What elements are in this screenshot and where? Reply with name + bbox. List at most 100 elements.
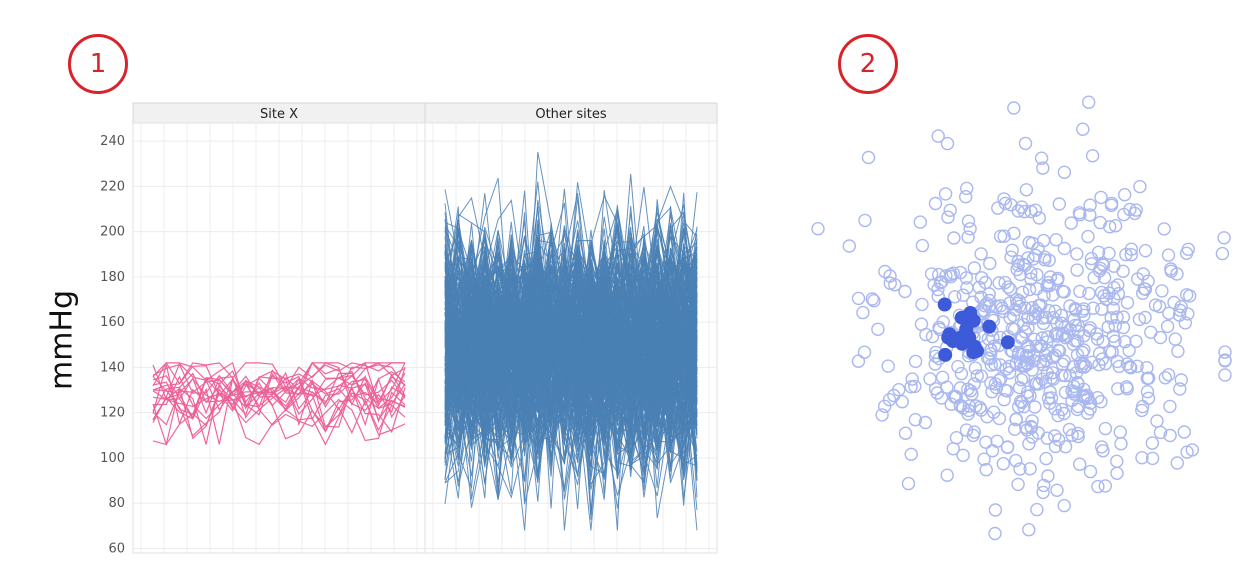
scatter-point-hollow xyxy=(861,150,876,165)
scatter-point-hollow xyxy=(1030,268,1044,282)
scatter-point-hollow xyxy=(1108,218,1123,233)
series-line xyxy=(444,268,698,471)
scatter-point-hollow xyxy=(1141,274,1155,288)
scatter-point-hollow xyxy=(1051,433,1066,447)
scatter-point-hollow xyxy=(1002,366,1017,380)
scatter-point-hollow xyxy=(977,304,991,318)
scatter-point-hollow xyxy=(953,381,968,395)
scatter-point-hollow xyxy=(1108,319,1122,333)
scatter-point-hollow xyxy=(1124,247,1139,262)
scatter-point-hollow xyxy=(1058,385,1073,400)
scatter-point-hollow xyxy=(1019,356,1034,370)
scatter-point-hollow xyxy=(918,415,933,430)
scatter-point-hollow xyxy=(1135,451,1149,465)
series-line xyxy=(152,392,406,446)
scatter-point-hollow xyxy=(1116,264,1130,278)
series-line xyxy=(444,290,698,515)
scatter-point-hollow xyxy=(1031,241,1045,256)
scatter-point-hollow xyxy=(1036,161,1050,175)
scatter-point-hollow xyxy=(1040,431,1055,445)
scatter-point-hollow xyxy=(1039,353,1053,367)
scatter-point-hollow xyxy=(1113,425,1128,439)
scatter-point-hollow xyxy=(1020,385,1035,399)
scatter-point-hollow xyxy=(888,278,902,292)
scatter-point-hollow xyxy=(1007,226,1021,241)
scatter-point-hollow xyxy=(1084,257,1099,271)
scatter-point-hollow xyxy=(1028,248,1043,263)
scatter-point-hollow xyxy=(908,413,923,427)
facet-title-0: Site X xyxy=(260,107,298,122)
scatter-point-hollow xyxy=(1101,320,1115,334)
scatter-point-hollow xyxy=(974,247,988,261)
scatter-point-hollow xyxy=(1010,296,1024,311)
scatter-point-hollow xyxy=(1171,344,1185,358)
scatter-point-hollow xyxy=(1116,320,1131,335)
scatter-point-hollow xyxy=(992,373,1006,388)
scatter-point-hollow xyxy=(1000,384,1014,398)
scatter-point-hollow xyxy=(1036,233,1051,248)
scatter-point-hollow xyxy=(1218,353,1232,367)
scatter-point-hollow xyxy=(1083,321,1097,335)
scatter-point-hollow xyxy=(1076,122,1090,136)
scatter-point-hollow xyxy=(951,359,965,374)
scatter-point-hollow xyxy=(931,129,945,143)
scatter-point-hollow xyxy=(1009,356,1024,370)
scatter-point-filled xyxy=(937,297,952,312)
scatter-point-hollow xyxy=(1178,316,1193,330)
scatter-point-hollow xyxy=(1117,187,1132,202)
scatter-point-hollow xyxy=(1036,478,1051,493)
scatter-point-hollow xyxy=(1098,421,1113,436)
scatter-point-hollow xyxy=(1130,272,1145,286)
scatter-point-hollow xyxy=(979,463,993,477)
scatter-point-hollow xyxy=(992,411,1007,426)
scatter-point-hollow xyxy=(946,442,960,456)
scatter-point-hollow xyxy=(934,391,949,405)
scatter-point-hollow xyxy=(1091,479,1105,494)
scatter-point-hollow xyxy=(1019,183,1034,197)
scatter-point-hollow xyxy=(1055,284,1070,299)
scatter-point-hollow xyxy=(1081,229,1095,244)
scatter-point-filled xyxy=(938,347,953,362)
scatter-point-hollow xyxy=(1038,250,1052,264)
scatter-point-hollow xyxy=(1161,248,1176,262)
scatter-point-hollow xyxy=(985,385,999,399)
scatter-point-hollow xyxy=(961,214,976,228)
scatter-point-hollow xyxy=(1217,231,1231,245)
scatter-point-filled xyxy=(982,319,997,334)
scatter-point-hollow xyxy=(1077,343,1091,357)
scatter-point-hollow xyxy=(1122,343,1136,358)
scatter-point-hollow xyxy=(967,261,982,275)
scatter-point-hollow xyxy=(940,468,954,482)
scatter-point-hollow xyxy=(1026,311,1040,326)
scatter-point-hollow xyxy=(1145,436,1160,450)
scatter-point-hollow xyxy=(997,229,1011,243)
scatter-point-hollow xyxy=(1218,345,1232,359)
scatter-point-filled xyxy=(966,345,981,360)
series-line xyxy=(444,313,698,531)
scatter-point-hollow xyxy=(988,526,1002,541)
scatter-point-filled xyxy=(952,334,967,349)
scatter-point-hollow xyxy=(905,372,919,386)
y-tick-label: 180 xyxy=(100,270,125,285)
scatter-point-hollow xyxy=(1124,242,1139,256)
scatter-point-hollow xyxy=(1018,136,1033,151)
scatter-point-hollow xyxy=(1033,354,1048,369)
line-chart-panel: Site X Other sites 60 80 100 120 140 160 180 200 2… xyxy=(100,102,718,556)
scatter-point-hollow xyxy=(1158,371,1173,385)
scatter-point-hollow xyxy=(1022,282,1037,297)
scatter-point-hollow xyxy=(1098,356,1113,371)
scatter-point-hollow xyxy=(1163,399,1177,414)
scatter-point-hollow xyxy=(1016,257,1030,272)
scatter-point-hollow xyxy=(1162,306,1176,320)
scatter-point-hollow xyxy=(1043,270,1058,284)
scatter-point-hollow xyxy=(895,395,909,409)
scatter-point-hollow xyxy=(1120,357,1135,371)
scatter-point-hollow xyxy=(1070,247,1084,261)
scatter-point-hollow xyxy=(961,403,976,418)
scatter-point-hollow xyxy=(1075,345,1090,360)
scatter-point-hollow xyxy=(1022,523,1036,537)
scatter-point-hollow xyxy=(881,359,895,373)
scatter-point-hollow xyxy=(963,384,978,398)
scatter-point-hollow xyxy=(939,269,953,283)
